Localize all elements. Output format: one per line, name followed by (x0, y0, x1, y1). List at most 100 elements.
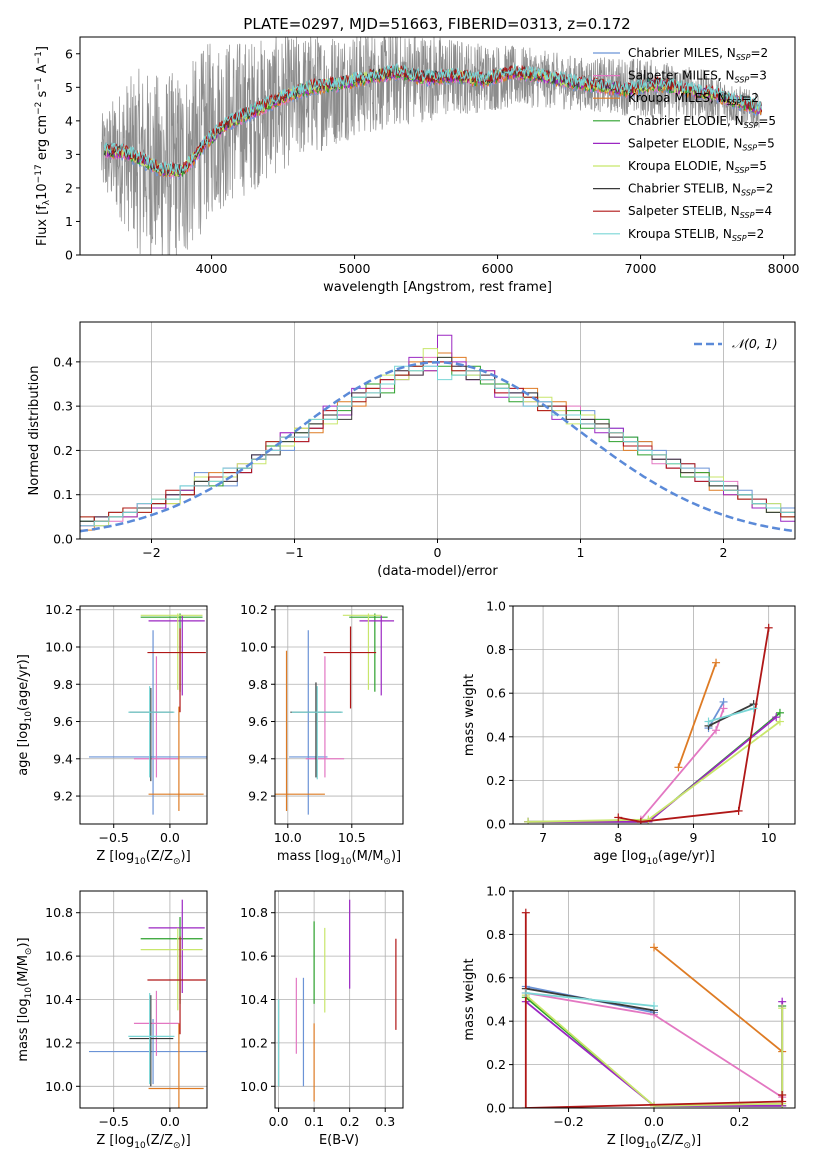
y-tick-label: 10.6 (240, 949, 268, 964)
legend: Chabrier MILES, NSSP=2 Salpeter MILES, NS… (593, 46, 776, 243)
y-tick-label: 0.0 (486, 1101, 506, 1116)
data-point (133, 656, 179, 778)
axes-frame (79, 36, 796, 256)
legend-label: Salpeter STELIB, NSSP=4 (628, 204, 772, 220)
y-tick-label: 10.8 (240, 905, 268, 920)
x-tick-label: 0.0 (644, 1114, 664, 1129)
y-tick-label: 0.4 (486, 729, 506, 744)
data-point (133, 990, 179, 1056)
data-point (128, 992, 175, 1085)
x-tick-label: 0.1 (304, 1114, 324, 1129)
y-axis-label: age [log10​(age/yr)] (16, 654, 34, 776)
y-tick-label: 0.8 (486, 927, 506, 942)
axes-spectrum: 4000 5000 6000 7000 8000 0 1 2 3 4 5 6 wavelength [A… (34, 36, 800, 295)
axes-residual-histogram: −2 −1 0 1 2 0.0 0.1 0.2 0.3 0.4 (data-model)/error… (27, 321, 796, 579)
data-point (148, 706, 204, 811)
y-tick-label: 10.2 (240, 602, 268, 617)
x-tick-label: −0.2 (553, 1114, 583, 1129)
y-tick-label: 0 (65, 248, 73, 263)
y-tick-label: 0.1 (53, 487, 73, 502)
weight-series-line (525, 992, 655, 1007)
plot-area (524, 623, 784, 824)
x-tick-label: −0.5 (99, 1114, 129, 1129)
x-tick-label: 10 (761, 830, 777, 845)
data-point (140, 613, 203, 690)
weight-marker (650, 1002, 658, 1011)
y-axis-label: mass weight (462, 674, 477, 756)
y-tick-label: 0.0 (53, 532, 73, 547)
weight-series-line (708, 707, 754, 723)
y-tick-label: 9.8 (248, 677, 268, 692)
x-tick-label: 0 (434, 545, 442, 560)
y-tick-label: 0.6 (486, 686, 506, 701)
y-tick-label: 9.2 (53, 789, 73, 804)
y-tick-label: 0.2 (486, 1057, 506, 1072)
data-point (323, 626, 377, 709)
y-tick-label: 2 (65, 180, 73, 195)
weight-marker (712, 658, 721, 667)
weight-marker (614, 813, 623, 822)
y-tick-label: 0.3 (53, 399, 73, 414)
x-tick-label: 0.2 (730, 1114, 750, 1129)
y-tick-label: 10.0 (240, 639, 268, 654)
data-point (342, 613, 382, 690)
legend-label: 𝒩(0, 1) (732, 336, 778, 351)
y-tick-label: 4 (65, 113, 73, 128)
y-tick-label: 10.4 (45, 992, 73, 1007)
x-tick-label: 7000 (625, 261, 657, 276)
data-point (291, 686, 343, 780)
figure-title: PLATE=0297, MJD=51663, FIBERID=0313, z=0… (243, 15, 630, 33)
weight-marker (734, 806, 743, 815)
weight-marker (712, 726, 721, 735)
weight-marker (524, 817, 533, 824)
weight-marker (521, 1104, 530, 1108)
weight-marker (650, 1101, 658, 1108)
plot-area (277, 899, 397, 1102)
weight-marker (521, 908, 530, 917)
legend-label: Salpeter MILES, NSSP=3 (628, 69, 767, 85)
data-point (148, 615, 205, 696)
plot-area (101, 37, 762, 255)
x-tick-label: 2 (720, 545, 728, 560)
y-tick-label: 10.0 (240, 1079, 268, 1094)
x-tick-label: 8 (614, 830, 622, 845)
x-tick-label: −0.5 (99, 830, 129, 845)
plot-area (88, 899, 207, 1108)
x-tick-label: 0.3 (375, 1114, 395, 1129)
model-fit-line (103, 62, 762, 174)
x-axis-label: Z [log10​(Z/Z⊙​)] (96, 1133, 190, 1151)
x-tick-label: 9 (690, 830, 698, 845)
x-tick-label: −1 (285, 545, 303, 560)
x-axis-label: mass [log10​(M/M⊙​)] (277, 849, 401, 867)
x-tick-label: 10.5 (338, 830, 366, 845)
y-tick-label: 0.2 (53, 443, 73, 458)
weight-marker (778, 1004, 787, 1013)
x-tick-label: −2 (142, 545, 160, 560)
x-axis-label: Z [log10​(Z/Z⊙​)] (607, 1133, 701, 1151)
x-tick-label: 0.2 (340, 1114, 360, 1129)
y-tick-label: 0.2 (486, 773, 506, 788)
weight-marker (674, 763, 683, 772)
data-point (129, 995, 174, 1087)
data-point (305, 656, 345, 778)
weight-marker (704, 717, 713, 726)
x-tick-label: 8000 (768, 261, 800, 276)
plot-area (521, 908, 787, 1108)
histogram-series (80, 365, 795, 527)
plot-area (88, 613, 207, 815)
x-axis-label: Z [log10​(Z/Z⊙​)] (96, 849, 190, 867)
y-tick-label: 10.2 (45, 602, 73, 617)
x-tick-label: 7 (539, 830, 547, 845)
axes-age-vs-mass: 10.0 10.5 9.2 9.4 9.6 9.8 10.0 10.2 mass [log10​… (240, 602, 404, 867)
legend-label: Chabrier MILES, NSSP=2 (628, 46, 768, 62)
data-point (140, 927, 203, 1011)
y-tick-label: 10.2 (45, 1035, 73, 1050)
weight-marker (644, 815, 653, 824)
weight-marker (650, 943, 658, 952)
axes-mass-weight-vs-age: 7 8 9 10 0.0 0.2 0.4 0.6 0.8 1.0 age [log10​(age/y… (462, 599, 796, 867)
x-axis-label: E(B-V) (319, 1133, 359, 1148)
weight-marker (749, 704, 758, 713)
legend-label: Kroupa STELIB, NSSP=2 (628, 227, 764, 243)
legend-label: Chabrier ELODIE, NSSP=5 (628, 114, 776, 130)
y-tick-label: 0.4 (486, 1014, 506, 1029)
